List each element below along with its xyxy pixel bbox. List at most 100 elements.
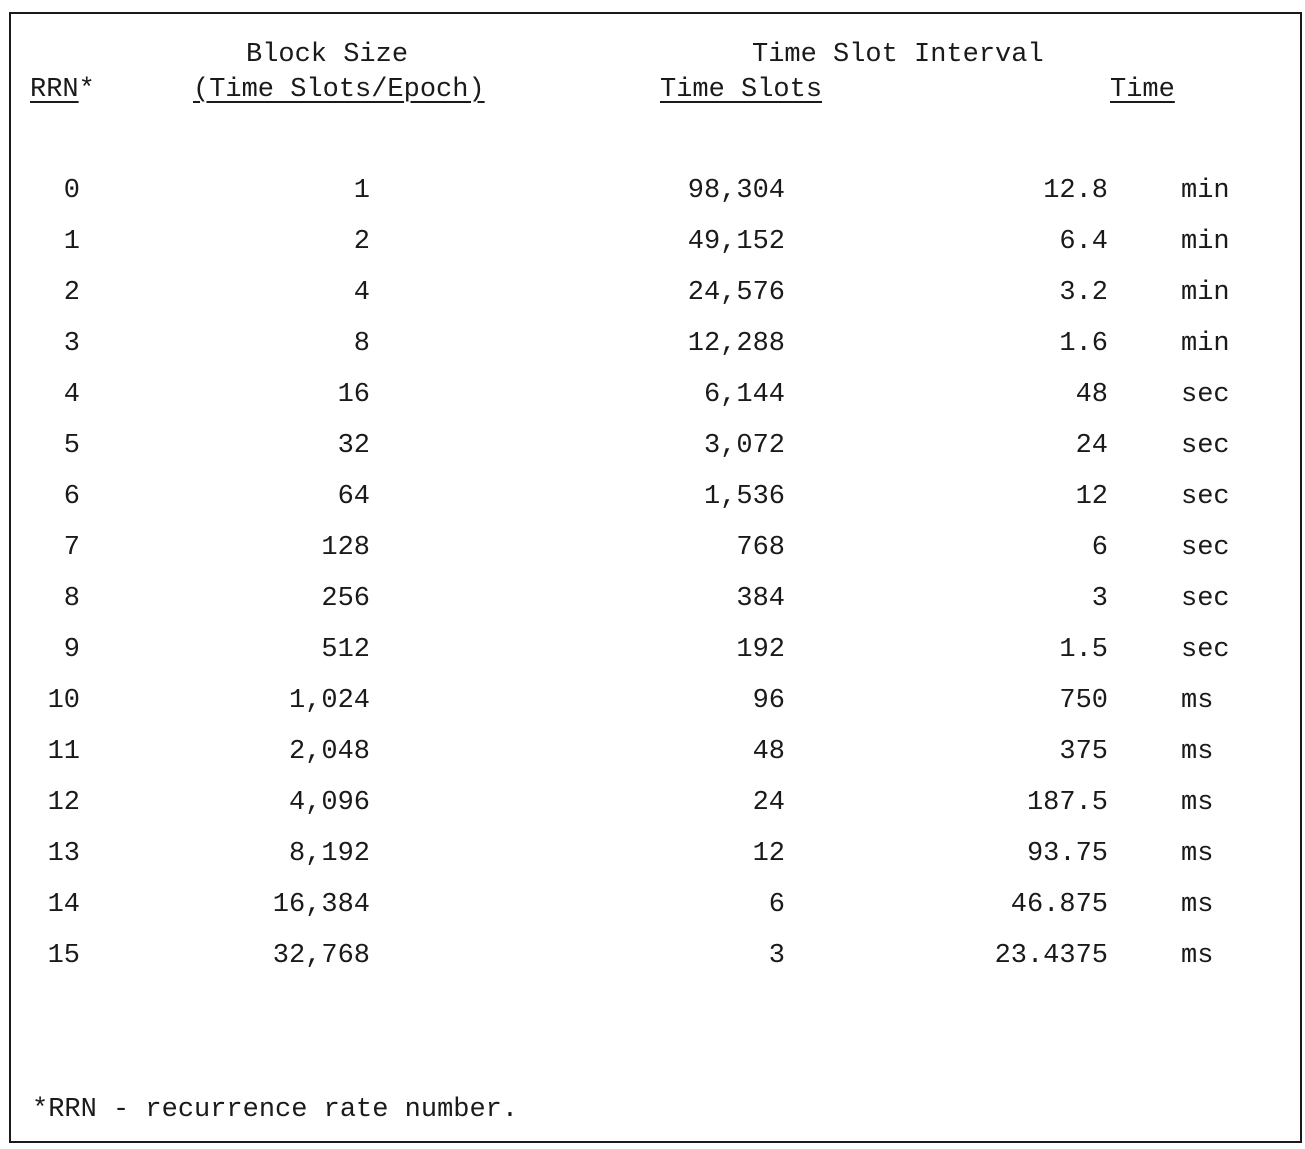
header-block-size-units: (Time Slots/Epoch) [193,75,485,105]
time-slots-cell: 12 [752,839,785,869]
time-value-cell: 23.4375 [994,941,1108,971]
table-row: 11 2,048 48 375 ms [0,739,1305,769]
rrn-cell: 4 [63,380,80,410]
block-size-cell: 256 [321,584,370,614]
table-row: 6 64 1,536 12 sec [0,484,1305,514]
table-row: 8 256 384 3 sec [0,586,1305,616]
block-size-cell: 128 [321,533,370,563]
block-size-cell: 16 [337,380,370,410]
block-size-cell: 64 [337,482,370,512]
block-size-cell: 32 [337,431,370,461]
time-unit-cell: ms [1181,890,1214,920]
time-slots-cell: 192 [736,635,785,665]
time-value-cell: 6.4 [1059,227,1108,257]
block-size-cell: 8,192 [288,839,370,869]
rrn-cell: 7 [63,533,80,563]
table-row: 13 8,192 12 93.75 ms [0,841,1305,871]
time-unit-cell: sec [1181,431,1230,461]
time-unit-cell: sec [1181,380,1230,410]
time-value-cell: 24 [1075,431,1108,461]
table-row: 15 32,768 3 23.4375 ms [0,943,1305,973]
block-size-cell: 4,096 [288,788,370,818]
time-slots-cell: 3 [768,941,785,971]
time-unit-cell: sec [1181,482,1230,512]
rrn-cell: 8 [63,584,80,614]
time-value-cell: 187.5 [1026,788,1108,818]
footnote: *RRN - recurrence rate number. [32,1095,519,1125]
time-slots-cell: 384 [736,584,785,614]
time-unit-cell: min [1181,176,1230,206]
table-row: 12 4,096 24 187.5 ms [0,790,1305,820]
rrn-cell: 15 [47,941,80,971]
block-size-cell: 32,768 [272,941,370,971]
time-slots-cell: 96 [752,686,785,716]
time-slots-cell: 49,152 [687,227,785,257]
rrn-cell: 12 [47,788,80,818]
header-time-slot-interval: Time Slot Interval [752,40,1044,70]
time-value-cell: 6 [1091,533,1108,563]
rrn-cell: 9 [63,635,80,665]
time-unit-cell: ms [1181,686,1214,716]
time-unit-cell: ms [1181,839,1214,869]
time-value-cell: 1.6 [1059,329,1108,359]
time-value-cell: 375 [1059,737,1108,767]
block-size-cell: 4 [353,278,370,308]
header-rrn: RRN* [30,77,95,104]
block-size-cell: 16,384 [272,890,370,920]
time-unit-cell: sec [1181,584,1230,614]
time-slots-cell: 12,288 [687,329,785,359]
time-value-cell: 1.5 [1059,635,1108,665]
header-time: Time [1110,75,1175,105]
table-row: 9 512 192 1.5 sec [0,637,1305,667]
time-slots-cell: 6,144 [703,380,785,410]
block-size-cell: 512 [321,635,370,665]
block-size-cell: 8 [353,329,370,359]
rrn-cell: 1 [63,227,80,257]
time-slots-cell: 48 [752,737,785,767]
block-size-cell: 1,024 [288,686,370,716]
time-unit-cell: min [1181,227,1230,257]
rrn-cell: 10 [47,686,80,716]
time-value-cell: 93.75 [1026,839,1108,869]
table-row: 2 4 24,576 3.2 min [0,280,1305,310]
time-unit-cell: min [1181,329,1230,359]
time-slots-cell: 98,304 [687,176,785,206]
table-row: 1 2 49,152 6.4 min [0,229,1305,259]
header-rrn-mark: * [78,75,95,105]
time-value-cell: 12 [1075,482,1108,512]
time-unit-cell: ms [1181,737,1214,767]
header-rrn-label: RRN [30,75,79,105]
rrn-cell: 13 [47,839,80,869]
rrn-cell: 0 [63,176,80,206]
time-unit-cell: sec [1181,533,1230,563]
block-size-cell: 1 [353,176,370,206]
time-unit-cell: min [1181,278,1230,308]
block-size-cell: 2,048 [288,737,370,767]
header-time-slots: Time Slots [660,75,823,105]
table-row: 7 128 768 6 sec [0,535,1305,565]
rrn-cell: 11 [47,737,80,767]
rrn-cell: 3 [63,329,80,359]
table-row: 0 1 98,304 12.8 min [0,178,1305,208]
table-row: 10 1,024 96 750 ms [0,688,1305,718]
time-value-cell: 3 [1091,584,1108,614]
table-row: 4 16 6,144 48 sec [0,382,1305,412]
table-row: 3 8 12,288 1.6 min [0,331,1305,361]
rrn-cell: 5 [63,431,80,461]
time-slots-cell: 1,536 [703,482,785,512]
time-unit-cell: ms [1181,941,1214,971]
table-row: 5 32 3,072 24 sec [0,433,1305,463]
header-block-size: Block Size [246,40,409,70]
block-size-cell: 2 [353,227,370,257]
rrn-cell: 2 [63,278,80,308]
time-slots-cell: 3,072 [703,431,785,461]
time-slots-cell: 24 [752,788,785,818]
time-slots-cell: 24,576 [687,278,785,308]
time-value-cell: 12.8 [1043,176,1108,206]
table-frame [9,12,1302,1143]
time-slots-cell: 768 [736,533,785,563]
rrn-cell: 14 [47,890,80,920]
time-slots-cell: 6 [768,890,785,920]
table-row: 14 16,384 6 46.875 ms [0,892,1305,922]
time-value-cell: 46.875 [1010,890,1108,920]
